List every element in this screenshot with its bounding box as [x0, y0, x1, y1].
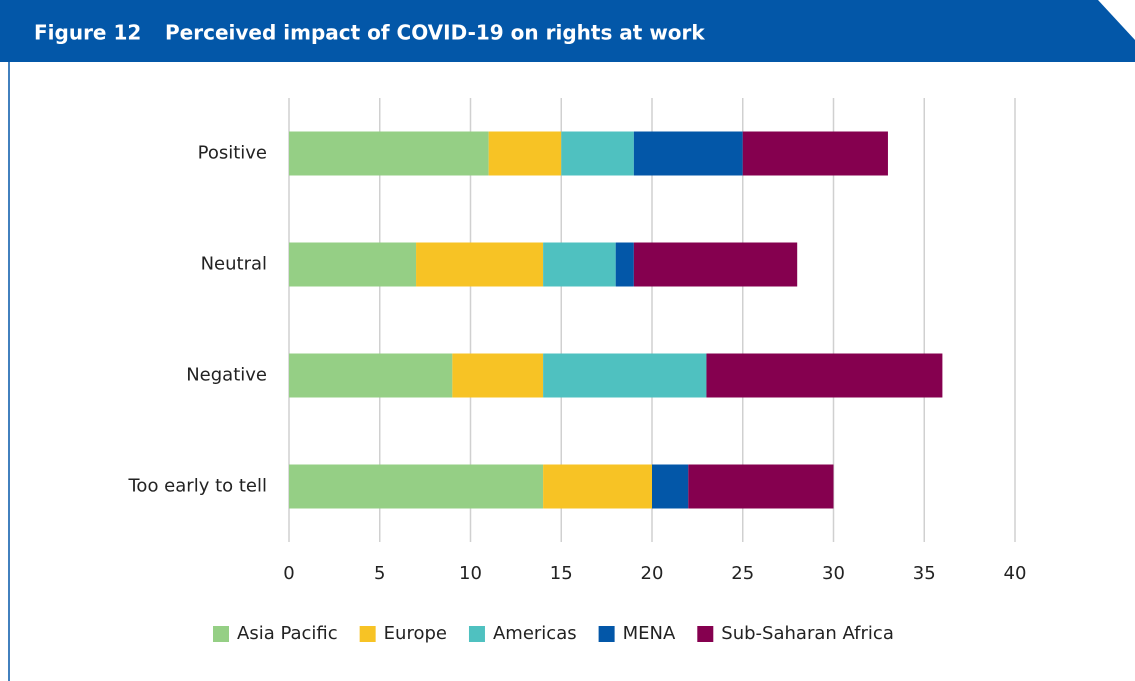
bar-segment: [289, 353, 453, 398]
legend-label: MENA: [623, 623, 676, 644]
y-tick-label: Negative: [186, 365, 267, 386]
legend-label: Americas: [493, 623, 577, 644]
legend-swatch: [359, 626, 376, 642]
bar-segment: [289, 464, 544, 509]
x-tick-label: 40: [1004, 563, 1027, 584]
bar-segment: [688, 464, 834, 509]
bar-segment: [706, 353, 943, 398]
bar-segment: [488, 131, 562, 176]
x-tick-label: 0: [283, 563, 294, 584]
bar-segment: [742, 131, 888, 176]
y-tick-label: Positive: [198, 143, 267, 164]
x-tick-label: 20: [641, 563, 664, 584]
chart-title: Perceived impact of COVID-19 on rights a…: [165, 21, 705, 45]
header-banner: [0, 0, 1135, 62]
bar-segment: [543, 242, 616, 287]
x-tick-label: 25: [731, 563, 754, 584]
x-tick-label: 35: [913, 563, 936, 584]
legend: Asia Pacific Europe Americas MENA Sub-Sahara…: [213, 623, 894, 644]
legend-label: Asia Pacific: [237, 623, 338, 644]
figure-label: Figure 12: [34, 21, 141, 45]
legend-swatch: [598, 626, 615, 642]
legend-swatch: [213, 626, 229, 642]
y-tick-label: Neutral: [201, 254, 267, 275]
legend-label: Europe: [384, 623, 447, 644]
x-tick-label: 5: [374, 563, 385, 584]
bar-segment: [615, 242, 634, 287]
x-tick-label: 30: [822, 563, 845, 584]
bar-segment: [652, 464, 689, 509]
bar-segment: [289, 131, 489, 176]
bar-segment: [452, 353, 544, 398]
y-tick-label: Too early to tell: [128, 476, 268, 497]
legend-label: Sub-Saharan Africa: [721, 623, 894, 644]
bar-segment: [633, 131, 743, 176]
bar-segment: [543, 464, 652, 509]
legend-swatch: [697, 626, 714, 642]
x-tick-label: 10: [459, 563, 482, 584]
bar-segment: [416, 242, 544, 287]
x-tick-label: 15: [550, 563, 573, 584]
bar-segment: [633, 242, 798, 287]
legend-swatch: [468, 626, 485, 642]
bar-segment: [543, 353, 707, 398]
bar-segment: [289, 242, 417, 287]
bar-segment: [561, 131, 634, 176]
